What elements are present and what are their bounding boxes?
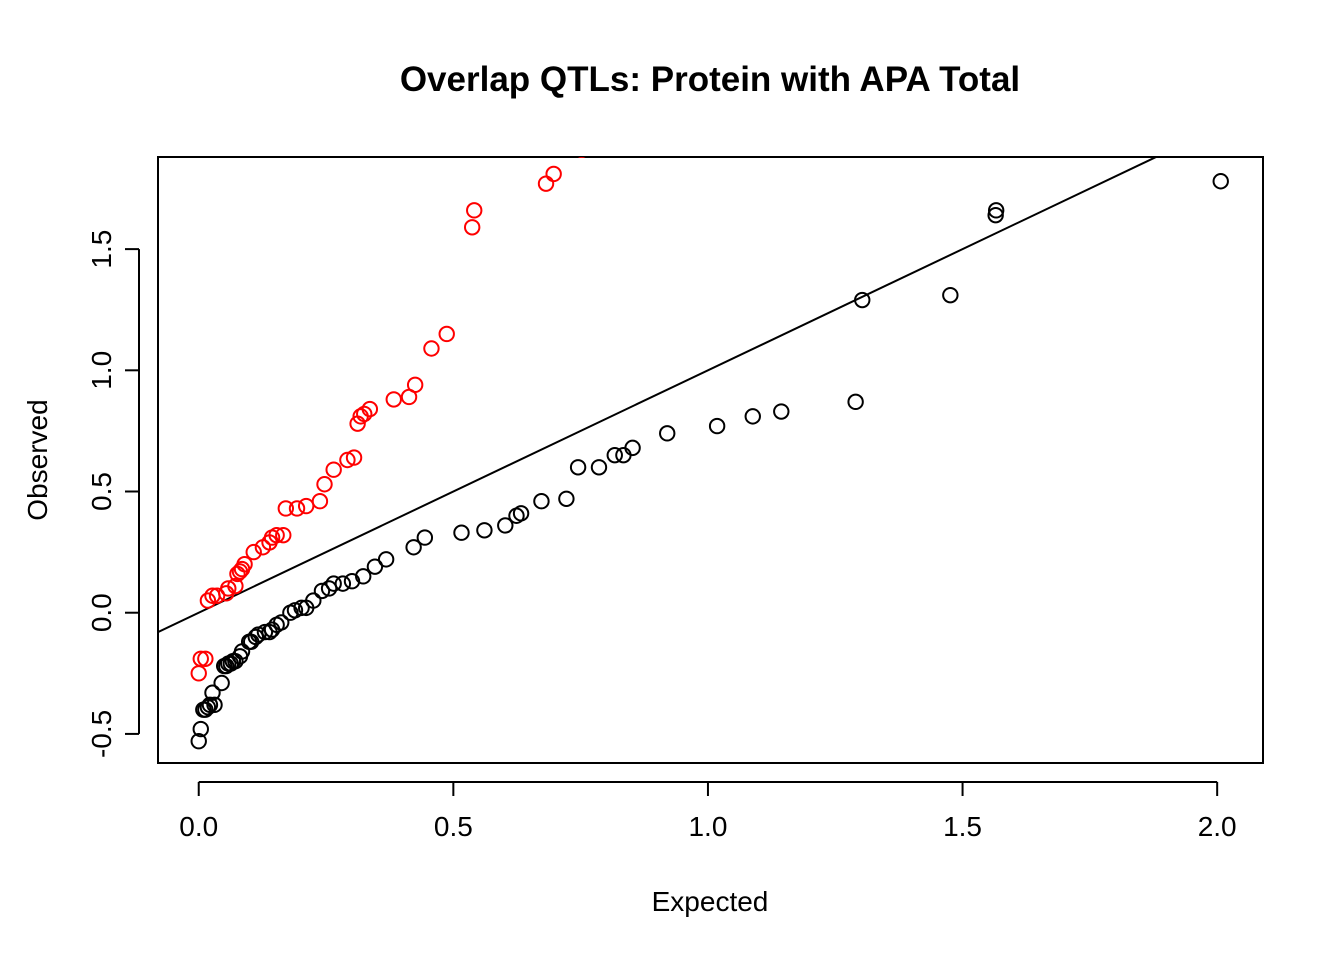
data-point [987,202,1005,219]
data-point [606,446,623,464]
y-tick-label: 1.5 [86,230,117,269]
plot-frame [157,156,1264,764]
data-point [197,701,214,718]
x-tick-label: 0.5 [434,811,473,842]
data-point [220,580,237,597]
y-tick-label: 0.5 [86,472,117,511]
y-tick-label: 0.0 [86,593,117,632]
data-point [497,517,514,534]
data-point [577,157,586,158]
y-tick-label: 1.0 [86,351,117,390]
x-axis-title: Expected [652,886,769,917]
x-tick-label: 0.0 [179,811,218,842]
data-point [385,391,402,408]
data-point [405,539,422,556]
data-point [476,522,493,539]
data-point [197,650,214,667]
data-point [463,219,481,236]
data-point [190,665,207,682]
data-point [361,400,379,418]
data-point [942,286,959,304]
data-point [847,393,864,411]
data-point [256,623,274,641]
data-point [773,403,790,420]
data-point [537,175,555,192]
data-point [201,696,219,714]
data-point [453,524,470,541]
data-point [356,405,373,423]
data-point [987,206,1004,224]
data-point [377,551,395,568]
plot-area [158,157,1229,750]
data-point [273,614,290,631]
data-point [204,684,221,701]
y-axis: -0.5 0.0 0.5 1.0 1.5 [86,230,140,758]
data-point [311,493,329,510]
data-point [190,732,207,750]
data-point [423,340,440,357]
series-0 [190,173,1229,750]
data-point [334,575,352,592]
data-point [277,500,295,517]
y-axis-title: Observed [22,399,53,520]
series-1 [190,157,586,682]
chart-title: Overlap QTLs: Protein with APA Total [400,60,1020,99]
x-tick-label: 1.0 [688,811,727,842]
data-point [192,650,209,667]
data-point [416,529,434,546]
data-point [208,587,226,604]
data-point [569,459,587,476]
data-point [590,459,608,476]
data-point [1212,173,1229,190]
x-tick-label: 2.0 [1198,811,1237,842]
data-point [558,490,575,507]
data-point [708,417,726,435]
data-point [854,291,871,309]
data-point [275,526,292,544]
data-point [744,408,761,425]
reference-line [158,157,1159,634]
data-point [466,202,483,219]
data-point [192,720,209,738]
data-point [615,446,632,464]
data-point [199,592,217,609]
data-point [268,526,285,544]
data-point [533,493,550,510]
data-point [305,592,322,609]
data-point [438,325,455,343]
data-point [288,500,306,517]
data-point [545,165,562,183]
data-point [355,568,372,585]
data-point [512,505,530,522]
x-axis: 0.0 0.5 1.0 1.5 2.0 [179,781,1237,842]
data-point [227,577,244,595]
data-point [345,449,363,466]
data-point [293,599,310,617]
data-point [236,556,253,573]
data-point [406,376,424,394]
data-point [206,696,223,714]
y-tick-label: -0.5 [86,710,117,758]
data-point [659,425,676,442]
data-point [325,461,342,478]
data-point [624,439,641,457]
data-point [325,575,342,592]
data-point [213,674,230,692]
data-point [245,543,262,561]
data-point [316,476,333,493]
x-tick-label: 1.5 [943,811,982,842]
data-point [313,582,331,600]
data-point [366,558,384,575]
data-point [297,497,315,515]
